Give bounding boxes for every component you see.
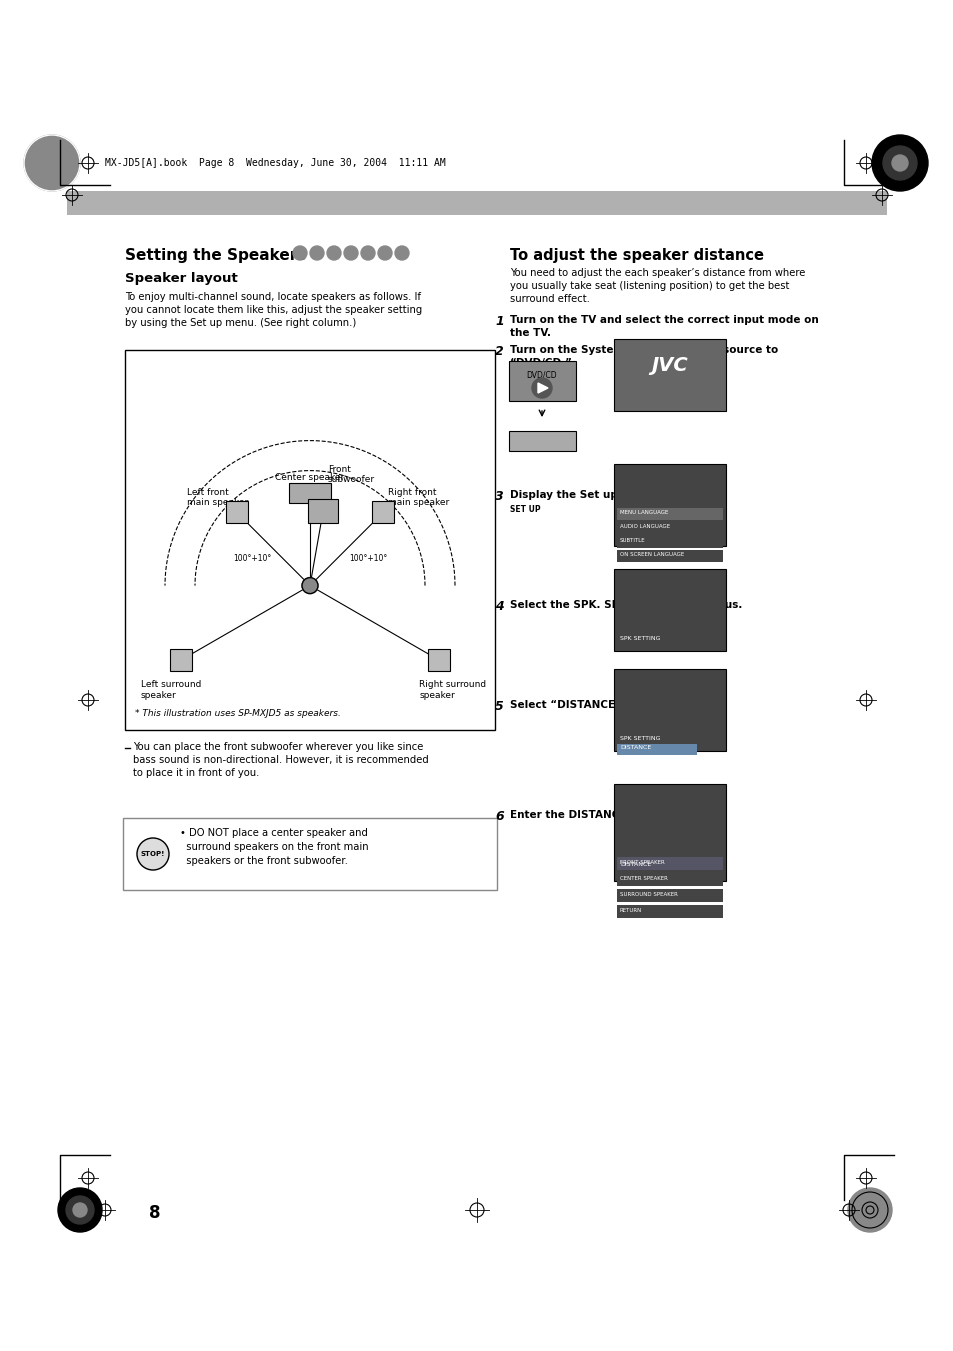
Circle shape xyxy=(66,1196,94,1224)
Text: 1: 1 xyxy=(495,315,503,328)
Text: 6: 6 xyxy=(495,811,503,823)
Text: Turn on the TV and select the correct input mode on
the TV.: Turn on the TV and select the correct in… xyxy=(510,315,818,338)
Text: Setting the Speakers: Setting the Speakers xyxy=(125,249,306,263)
Text: JVC: JVC xyxy=(651,357,688,376)
Text: DVD/CD: DVD/CD xyxy=(526,372,557,380)
Bar xyxy=(617,873,722,886)
Circle shape xyxy=(891,155,907,172)
Text: FRONT SPEAKER: FRONT SPEAKER xyxy=(619,861,664,865)
Bar xyxy=(617,521,722,534)
Circle shape xyxy=(532,378,552,399)
FancyBboxPatch shape xyxy=(614,569,725,651)
Text: You can place the front subwoofer wherever you like since
bass sound is non-dire: You can place the front subwoofer wherev… xyxy=(132,742,428,778)
Bar xyxy=(125,350,495,730)
Bar xyxy=(617,508,722,520)
Circle shape xyxy=(24,135,80,190)
FancyBboxPatch shape xyxy=(614,339,725,411)
Text: RETURN: RETURN xyxy=(619,908,641,913)
Bar xyxy=(67,190,886,215)
Text: Left front
main speaker: Left front main speaker xyxy=(187,488,248,508)
Text: SPK SETTING: SPK SETTING xyxy=(619,636,659,640)
Circle shape xyxy=(58,1188,102,1232)
Circle shape xyxy=(137,838,169,870)
FancyBboxPatch shape xyxy=(226,501,248,523)
Text: Center speaker: Center speaker xyxy=(274,473,344,481)
Text: Right front
main speaker: Right front main speaker xyxy=(388,488,449,508)
Text: CENTER SPEAKER: CENTER SPEAKER xyxy=(619,875,667,881)
Text: DISTANCE: DISTANCE xyxy=(619,744,651,750)
Bar xyxy=(617,550,722,562)
Bar xyxy=(617,857,722,870)
Text: Turn on the System and change the source to
“DVD/CD.”: Turn on the System and change the source… xyxy=(510,345,778,369)
Text: MX-JD5[A].book  Page 8  Wednesday, June 30, 2004  11:11 AM: MX-JD5[A].book Page 8 Wednesday, June 30… xyxy=(105,158,445,168)
Text: 3: 3 xyxy=(495,490,503,503)
Text: 8: 8 xyxy=(149,1204,161,1223)
Text: STOP!: STOP! xyxy=(141,851,165,857)
FancyBboxPatch shape xyxy=(308,499,337,523)
Text: Display the Set up Menu.: Display the Set up Menu. xyxy=(510,490,657,500)
FancyBboxPatch shape xyxy=(509,431,576,451)
Bar xyxy=(617,744,697,755)
Text: Enter the DISTANCE submenu.: Enter the DISTANCE submenu. xyxy=(510,811,687,820)
Circle shape xyxy=(73,1202,87,1217)
Circle shape xyxy=(360,246,375,259)
Text: ON SCREEN LANGUAGE: ON SCREEN LANGUAGE xyxy=(619,553,683,557)
Text: * This illustration uses SP-MXJD5 as speakers.: * This illustration uses SP-MXJD5 as spe… xyxy=(135,709,340,717)
Text: You need to adjust the each speaker’s distance from where
you usually take seat : You need to adjust the each speaker’s di… xyxy=(510,267,804,304)
Text: SUBTITLE: SUBTITLE xyxy=(619,538,645,543)
FancyBboxPatch shape xyxy=(614,463,725,546)
Text: • DO NOT place a center speaker and
  surround speakers on the front main
  spea: • DO NOT place a center speaker and surr… xyxy=(180,828,368,866)
Text: 4: 4 xyxy=(495,600,503,613)
Text: 2: 2 xyxy=(495,345,503,358)
FancyBboxPatch shape xyxy=(170,650,192,671)
Circle shape xyxy=(882,146,916,180)
Text: SURROUND SPEAKER: SURROUND SPEAKER xyxy=(619,892,678,897)
Circle shape xyxy=(847,1188,891,1232)
FancyBboxPatch shape xyxy=(372,501,394,523)
FancyBboxPatch shape xyxy=(289,482,331,503)
Text: Front
subwoofer: Front subwoofer xyxy=(328,465,375,484)
Text: 5: 5 xyxy=(495,700,503,713)
Text: Left surround
speaker: Left surround speaker xyxy=(140,681,201,700)
Text: 100°+10°: 100°+10° xyxy=(233,554,271,562)
Text: DISTANCE: DISTANCE xyxy=(619,862,651,867)
Circle shape xyxy=(293,246,307,259)
Circle shape xyxy=(344,246,357,259)
FancyBboxPatch shape xyxy=(614,669,725,751)
Bar xyxy=(617,905,722,917)
Circle shape xyxy=(310,246,324,259)
FancyBboxPatch shape xyxy=(428,650,450,671)
Circle shape xyxy=(327,246,340,259)
Text: To adjust the speaker distance: To adjust the speaker distance xyxy=(510,249,763,263)
Text: SET UP: SET UP xyxy=(510,505,540,513)
Circle shape xyxy=(395,246,409,259)
FancyBboxPatch shape xyxy=(614,784,725,881)
Text: SPK SETTING: SPK SETTING xyxy=(619,736,659,740)
Text: Right surround
speaker: Right surround speaker xyxy=(419,681,486,700)
Text: Select “DISTANCE.”: Select “DISTANCE.” xyxy=(510,700,625,711)
Text: Speaker layout: Speaker layout xyxy=(125,272,237,285)
Bar xyxy=(617,889,722,902)
Text: AUDIO LANGUAGE: AUDIO LANGUAGE xyxy=(619,524,669,530)
Text: Select the SPK. SETTING Set up Menus.: Select the SPK. SETTING Set up Menus. xyxy=(510,600,741,611)
Text: 100°+10°: 100°+10° xyxy=(349,554,387,562)
FancyBboxPatch shape xyxy=(509,361,576,401)
Circle shape xyxy=(377,246,392,259)
Text: To enjoy multi-channel sound, locate speakers as follows. If
you cannot locate t: To enjoy multi-channel sound, locate spe… xyxy=(125,292,422,328)
FancyBboxPatch shape xyxy=(123,817,497,890)
Bar xyxy=(617,536,722,549)
Polygon shape xyxy=(537,382,547,393)
Circle shape xyxy=(302,578,317,593)
Text: MENU LANGUAGE: MENU LANGUAGE xyxy=(619,509,668,515)
Circle shape xyxy=(871,135,927,190)
